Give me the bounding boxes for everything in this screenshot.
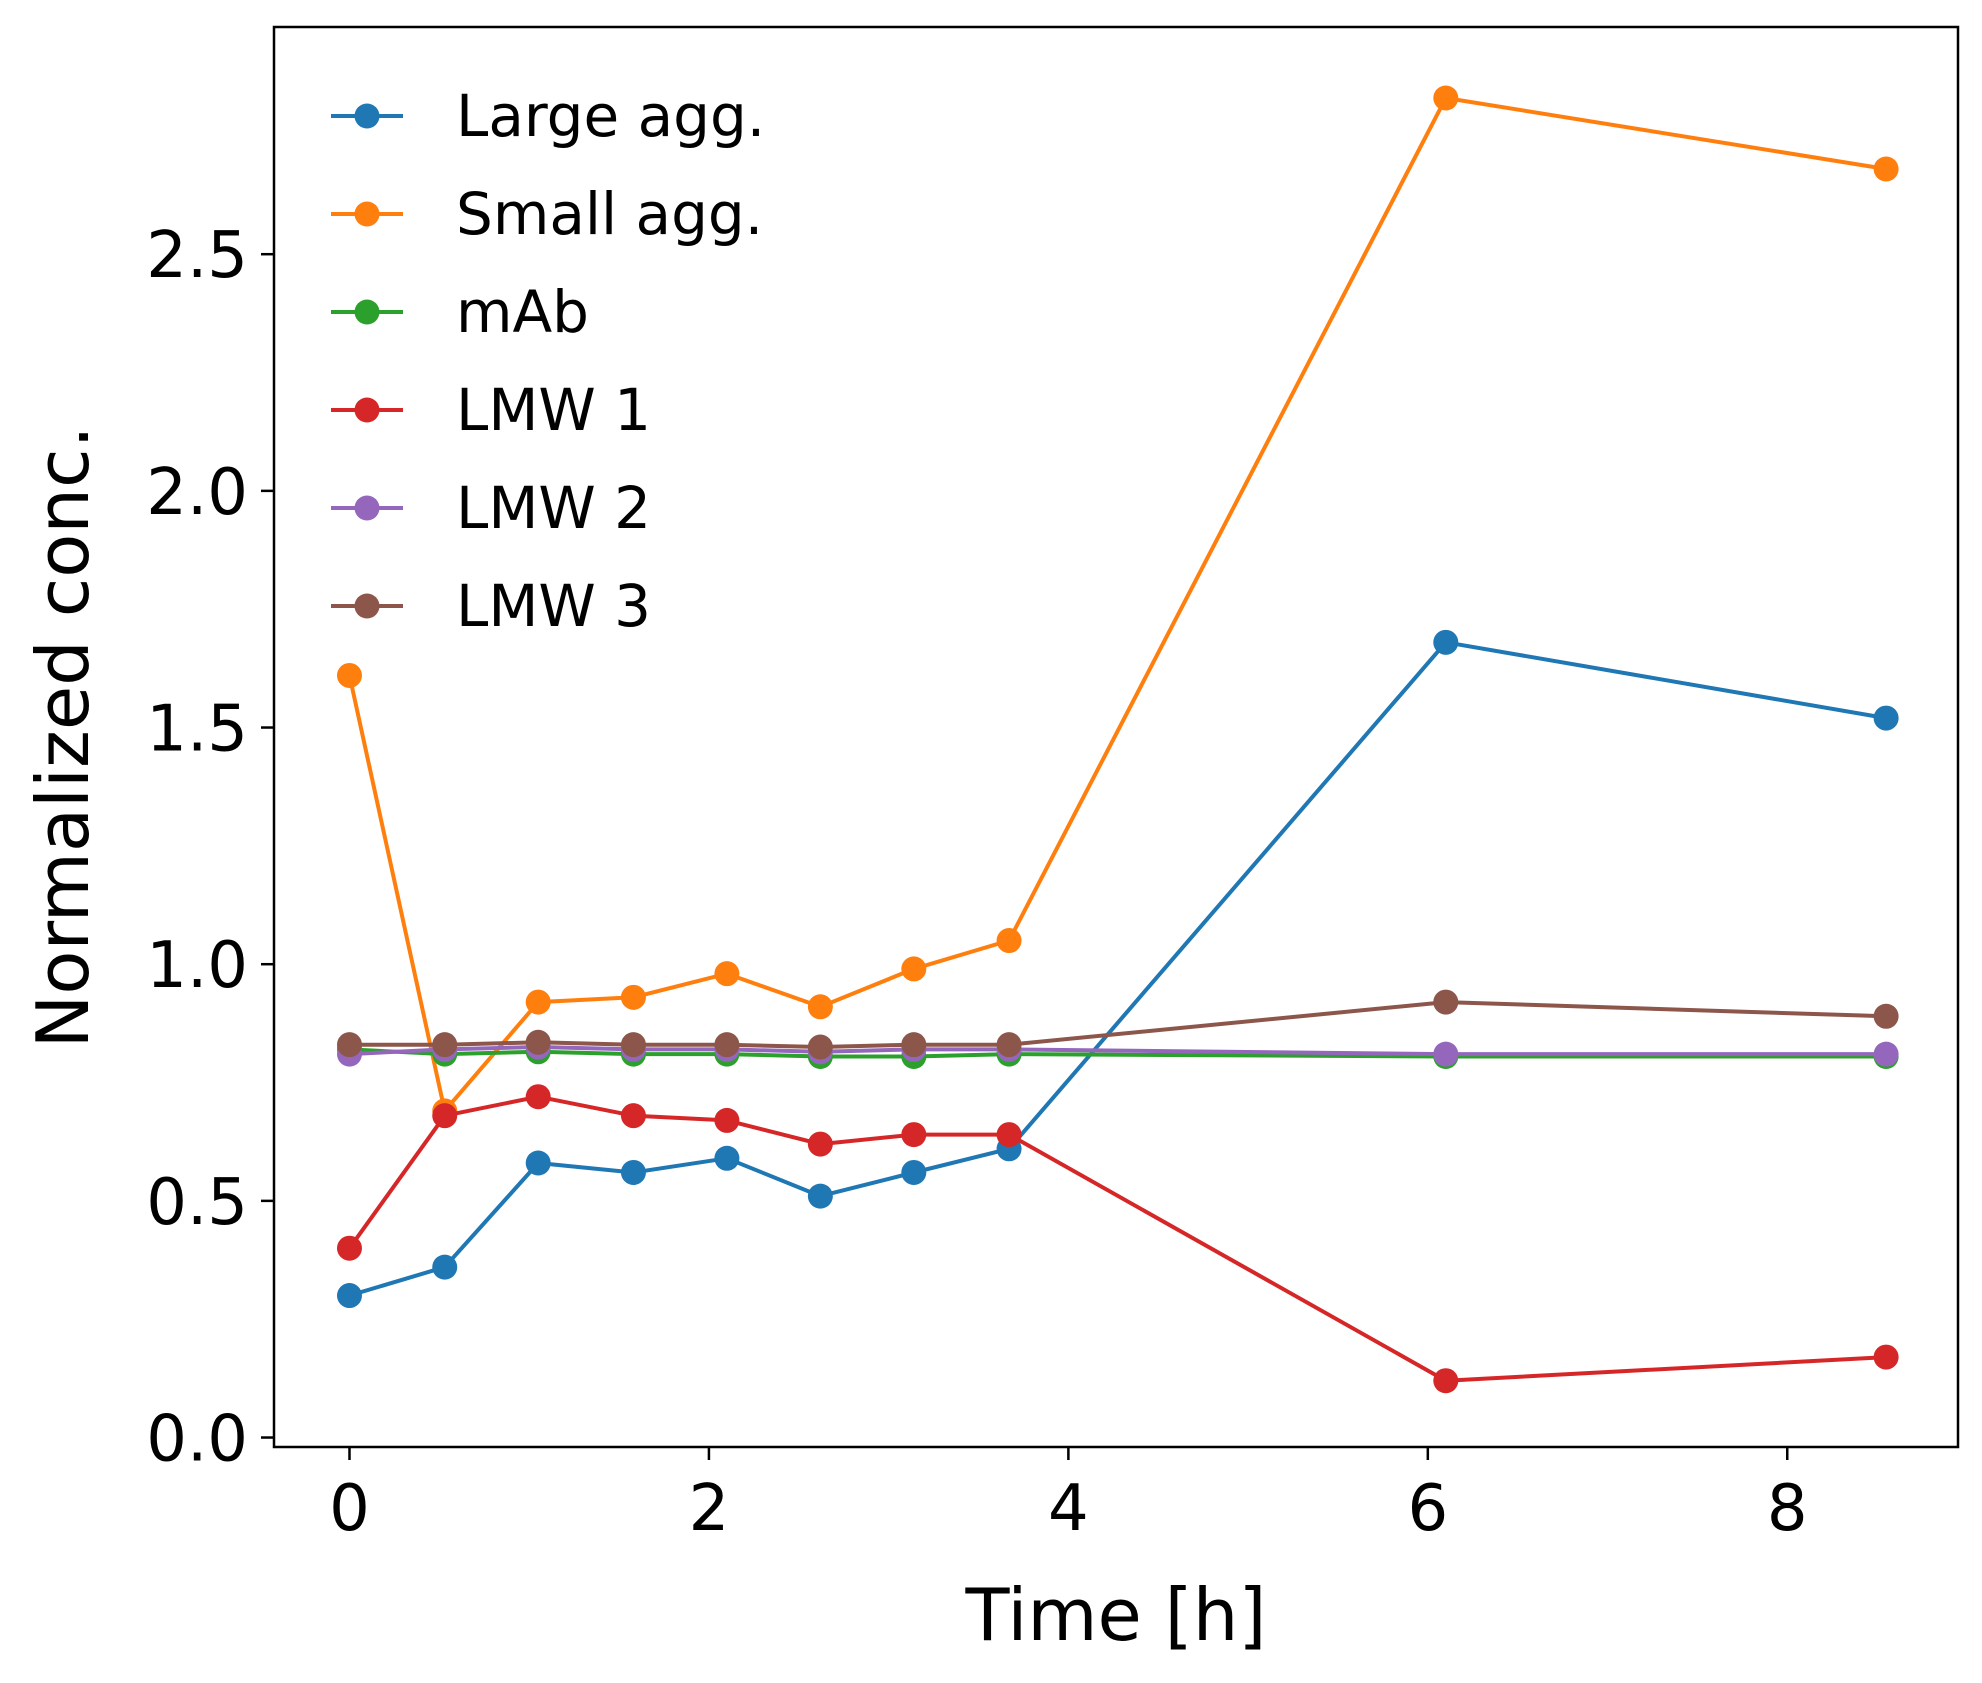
legend-item: Large agg. xyxy=(331,82,765,150)
legend-item: LMW 3 xyxy=(331,572,651,640)
data-point xyxy=(620,1159,646,1185)
legend-label: LMW 1 xyxy=(456,376,651,444)
x-axis-label: Time [h] xyxy=(965,1573,1267,1657)
legend-label: Large agg. xyxy=(456,82,765,150)
x-tick-label: 6 xyxy=(1407,1472,1448,1546)
y-tick-label: 0.0 xyxy=(146,1403,248,1477)
data-point xyxy=(1873,1003,1899,1029)
data-point xyxy=(336,1235,362,1261)
series-lmw-3 xyxy=(336,989,1899,1060)
series-layer xyxy=(336,85,1899,1394)
data-point xyxy=(1433,989,1459,1015)
legend-label: Small agg. xyxy=(456,180,763,248)
data-point xyxy=(525,1150,551,1176)
legend-label: mAb xyxy=(456,278,589,346)
y-tick-label: 1.5 xyxy=(146,693,248,767)
legend: Large agg. Small agg. mAb LMW 1 LMW 2 LMW 3 xyxy=(331,82,765,640)
data-point xyxy=(1873,1041,1899,1067)
y-tick-label: 1.0 xyxy=(146,929,248,1003)
legend-marker xyxy=(354,397,380,423)
data-point xyxy=(432,1103,458,1129)
data-point xyxy=(714,1107,740,1133)
data-point xyxy=(1433,1368,1459,1394)
data-point xyxy=(714,1032,740,1058)
data-point xyxy=(996,1032,1022,1058)
y-axis-label: Normalized conc. xyxy=(21,426,105,1049)
series-lmw-1 xyxy=(336,1084,1899,1394)
x-tick-label: 4 xyxy=(1048,1472,1089,1546)
data-point xyxy=(620,1103,646,1129)
data-point xyxy=(1873,156,1899,182)
data-point xyxy=(620,1032,646,1058)
data-point xyxy=(1433,85,1459,111)
legend-marker xyxy=(354,201,380,227)
x-axis: 0 2 4 6 8 xyxy=(329,1447,1808,1546)
series-small-agg xyxy=(336,85,1899,1124)
data-point xyxy=(714,961,740,987)
data-point xyxy=(996,1122,1022,1148)
series-line xyxy=(348,640,1887,1298)
data-point xyxy=(1433,629,1459,655)
data-point xyxy=(336,662,362,688)
y-tick-label: 0.5 xyxy=(146,1166,248,1240)
y-tick-label: 2.5 xyxy=(146,219,248,293)
x-tick-label: 2 xyxy=(689,1472,730,1546)
x-tick-label: 8 xyxy=(1767,1472,1808,1546)
data-point xyxy=(620,984,646,1010)
data-point xyxy=(901,1159,927,1185)
data-point xyxy=(901,1122,927,1148)
data-point xyxy=(336,1032,362,1058)
series-line xyxy=(349,1045,1887,1057)
data-point xyxy=(1873,1344,1899,1370)
y-axis: 0.0 0.5 1.0 1.5 2.0 2.5 xyxy=(146,219,274,1477)
data-point xyxy=(525,989,551,1015)
legend-item: LMW 2 xyxy=(331,474,651,542)
legend-marker xyxy=(354,103,380,129)
data-point xyxy=(525,1084,551,1110)
y-tick-label: 2.0 xyxy=(146,456,248,530)
series-line xyxy=(347,1094,1887,1383)
series-line xyxy=(347,96,1887,1113)
data-point xyxy=(432,1032,458,1058)
data-point xyxy=(901,956,927,982)
data-point xyxy=(714,1145,740,1171)
data-point xyxy=(807,1183,833,1209)
series-line xyxy=(349,1047,1887,1059)
data-point xyxy=(525,1029,551,1055)
legend-label: LMW 3 xyxy=(456,572,651,640)
data-point xyxy=(807,1034,833,1060)
data-point xyxy=(1433,1041,1459,1067)
legend-marker xyxy=(354,593,380,619)
series-line xyxy=(349,1000,1887,1049)
data-point xyxy=(432,1254,458,1280)
legend-label: LMW 2 xyxy=(456,474,651,542)
data-point xyxy=(336,1283,362,1309)
data-point xyxy=(996,928,1022,954)
data-point xyxy=(901,1032,927,1058)
legend-item: Small agg. xyxy=(331,180,763,248)
legend-item: mAb xyxy=(331,278,589,346)
legend-marker xyxy=(354,299,380,325)
data-point xyxy=(1873,705,1899,731)
data-point xyxy=(807,1131,833,1157)
x-tick-label: 0 xyxy=(329,1472,370,1546)
data-point xyxy=(807,994,833,1020)
legend-marker xyxy=(354,495,380,521)
legend-item: LMW 1 xyxy=(331,376,651,444)
